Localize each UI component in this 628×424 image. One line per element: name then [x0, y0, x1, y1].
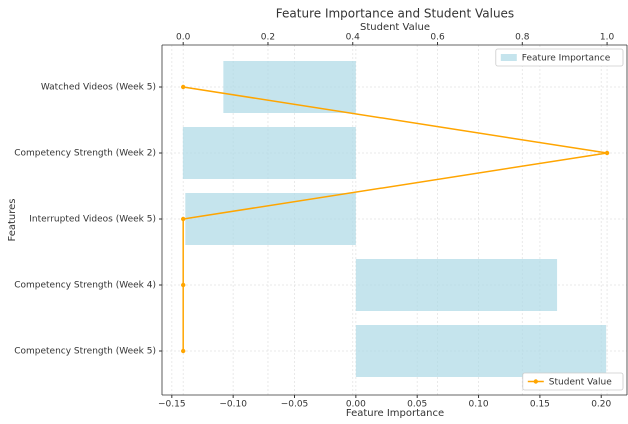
x-tick-label: 0.20	[591, 400, 611, 410]
x-tick-label: 0.05	[407, 400, 427, 410]
bar	[355, 259, 558, 311]
legend-label: Student Value	[549, 378, 612, 388]
y-tick-label: Interrupted Videos (Week 5)	[29, 215, 156, 225]
point	[180, 216, 186, 222]
bar	[355, 325, 607, 377]
bar	[185, 193, 356, 245]
point	[604, 150, 610, 156]
chart-title: Feature Importance and Student Values	[276, 7, 514, 21]
legend-box	[495, 48, 624, 67]
bar	[223, 61, 356, 113]
legend-swatch	[533, 379, 538, 384]
x2-tick-label: 0.4	[346, 33, 361, 43]
x2-tick-label: 0.8	[515, 33, 530, 43]
legend-label: Feature Importance	[522, 54, 611, 64]
x-tick-label: 0.00	[346, 400, 366, 410]
x2-tick-label: 0.6	[430, 33, 445, 43]
y-tick-label: Competency Strength (Week 4)	[14, 281, 156, 291]
y-tick-label: Watched Videos (Week 5)	[41, 83, 156, 93]
x2-axis-label: Student Value	[360, 22, 430, 33]
legend-box	[522, 372, 624, 391]
x-tick-label: −0.10	[219, 400, 247, 410]
y-tick-label: Competency Strength (Week 5)	[14, 347, 156, 357]
y-tick-label: Competency Strength (Week 2)	[14, 149, 156, 159]
legend-swatch	[500, 54, 517, 61]
x2-tick-label: 0.2	[261, 33, 275, 43]
x-tick-label: −0.05	[281, 400, 309, 410]
x2-tick-label: 0.0	[176, 33, 191, 43]
y-axis-label: Features	[7, 199, 18, 242]
point	[180, 348, 186, 354]
x-tick-label: −0.15	[158, 400, 186, 410]
x-tick-label: 0.15	[530, 400, 550, 410]
x-axis-label: Feature Importance	[346, 408, 444, 419]
point	[180, 84, 186, 90]
point	[180, 282, 186, 288]
x-tick-label: 0.10	[469, 400, 489, 410]
x2-tick-label: 1.0	[600, 33, 615, 43]
bar	[182, 127, 356, 179]
